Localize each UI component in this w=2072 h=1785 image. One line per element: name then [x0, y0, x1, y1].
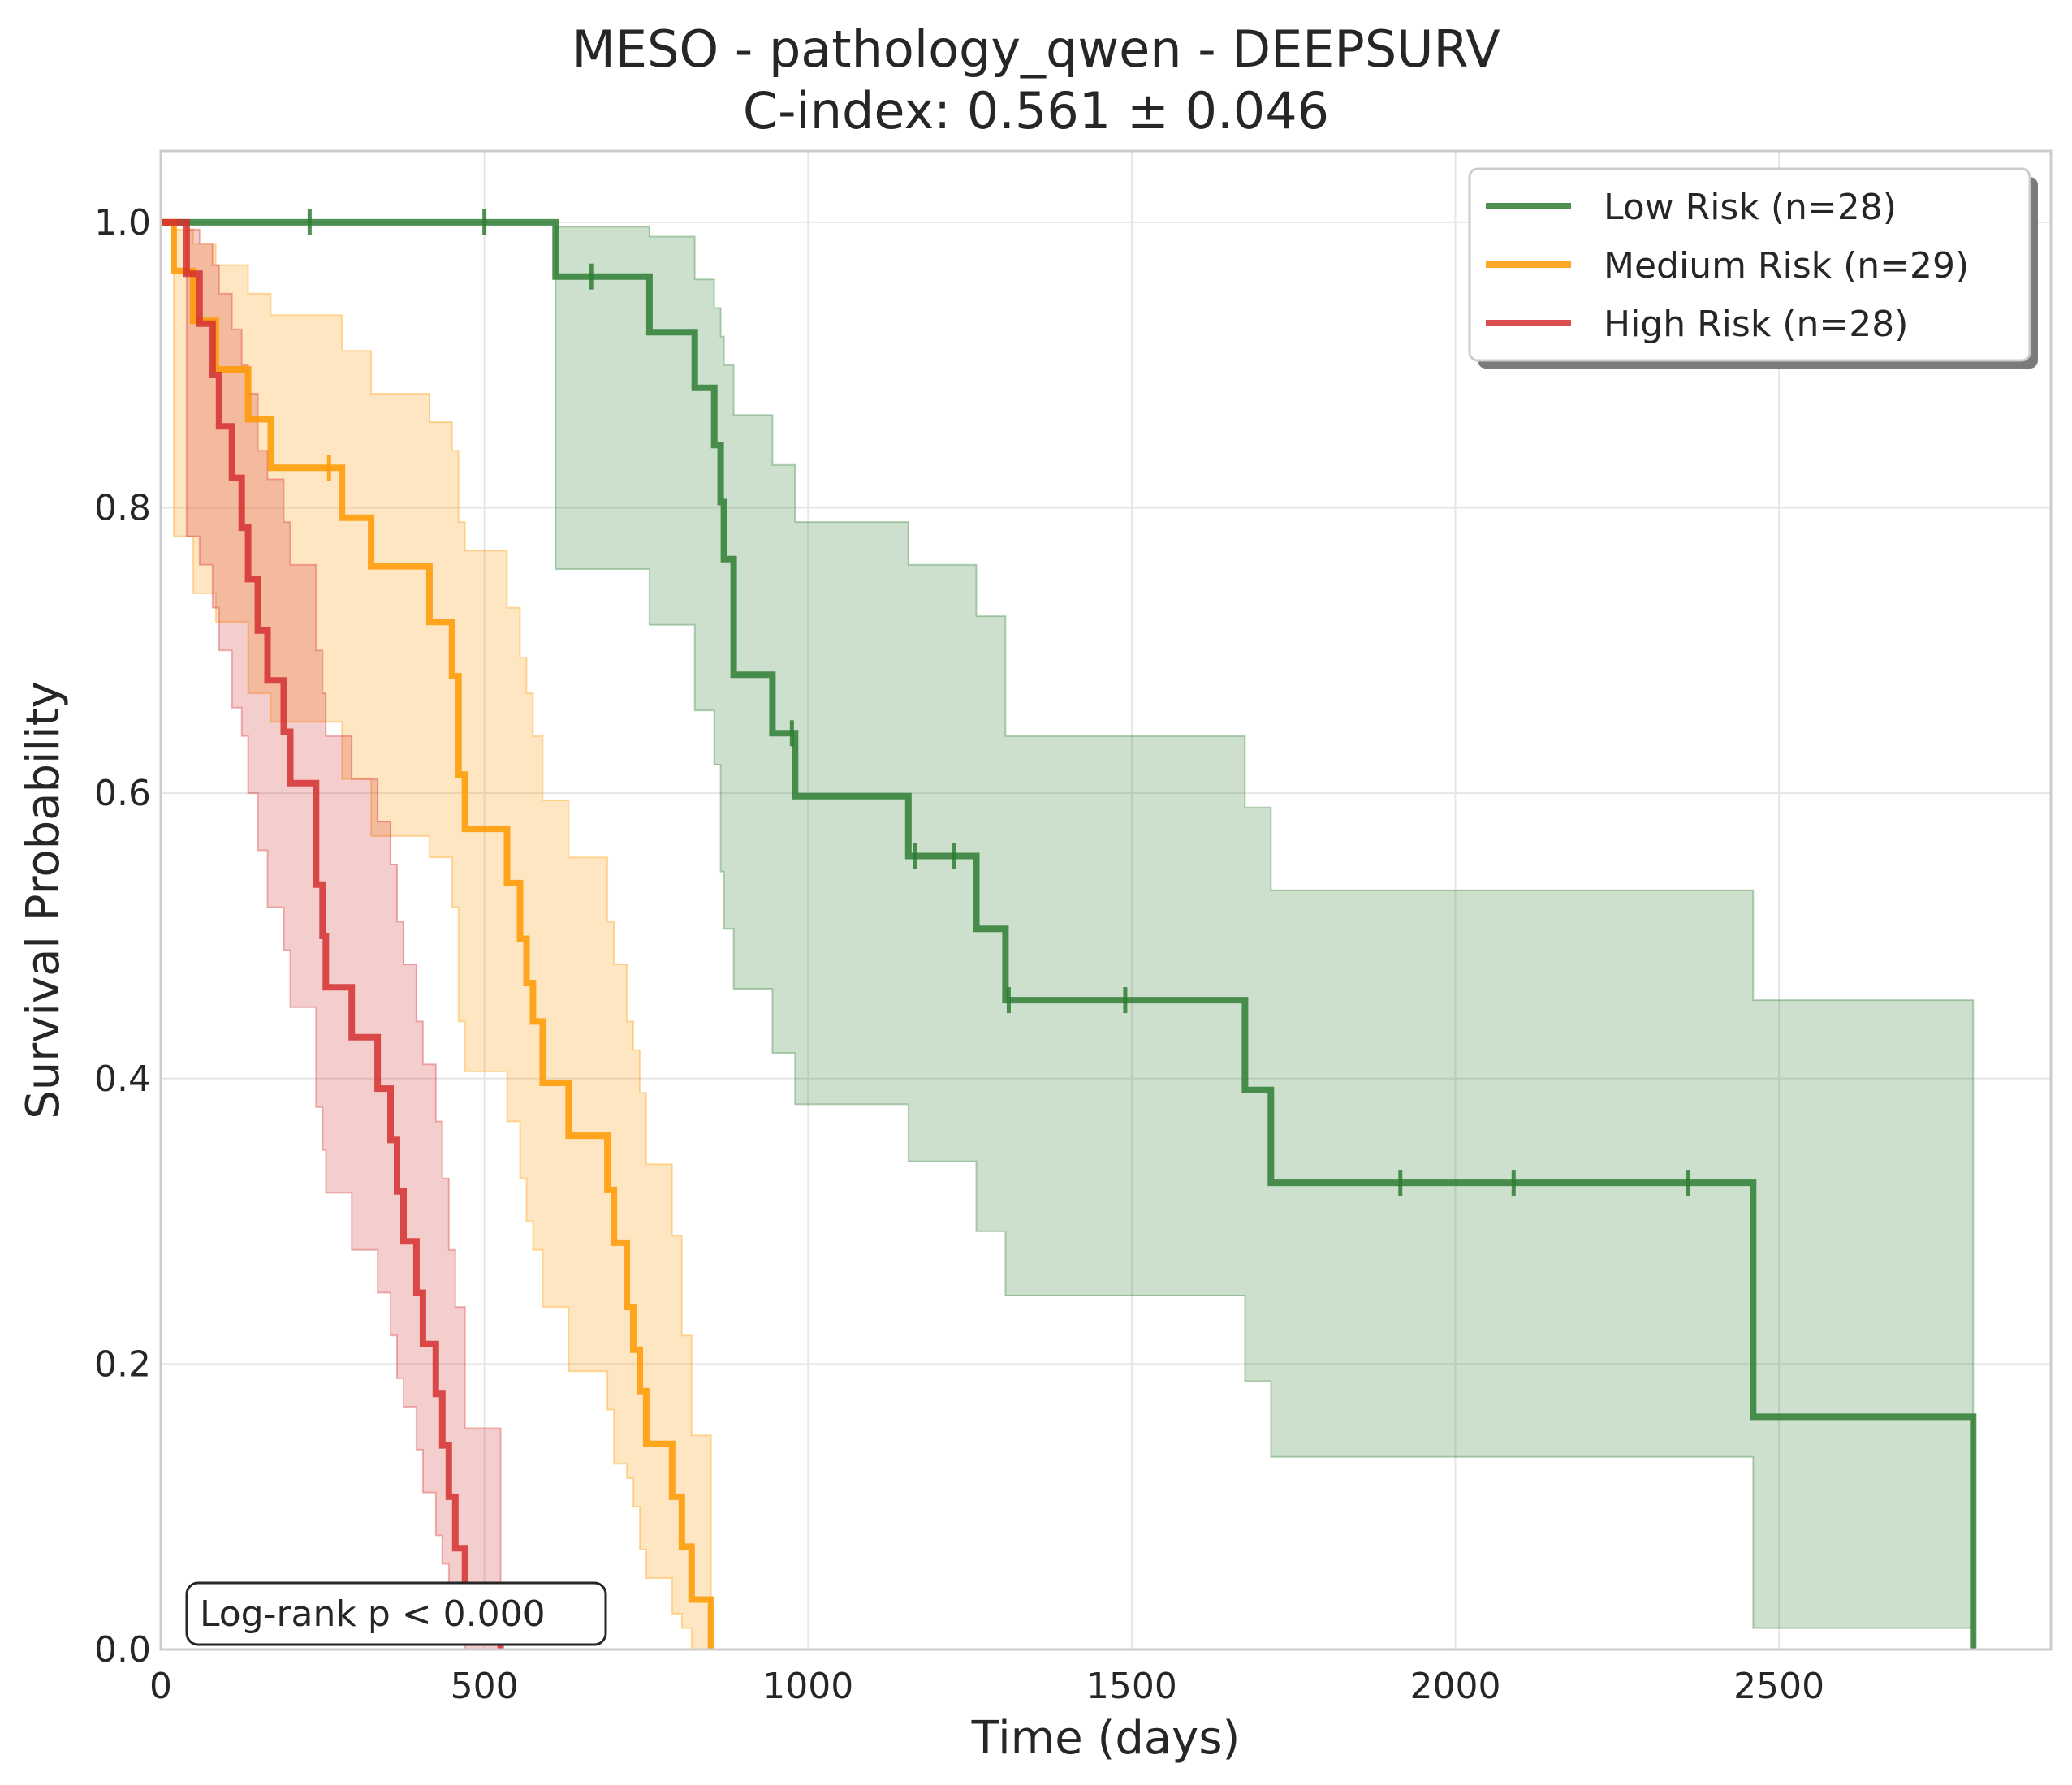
annotation-box: [185, 1581, 607, 1646]
x-tick-label: 2000: [1410, 1666, 1501, 1707]
x-tick-label: 500: [451, 1666, 519, 1707]
legend-label-low-risk: Low Risk (n=28): [1604, 187, 1897, 228]
legend-label-medium-risk: Medium Risk (n=29): [1604, 245, 1969, 287]
logrank-annotation: Log-rank p < 0.000: [185, 1581, 607, 1646]
annotation-text: Log-rank p < 0.000: [200, 1593, 546, 1635]
ci-band-medium-risk: [161, 221, 712, 1650]
x-tick-label: 1500: [1086, 1666, 1177, 1707]
x-tick-label: 1000: [762, 1666, 853, 1707]
y-tick-label: 0.6: [94, 773, 151, 814]
y-tick-label: 0.0: [94, 1629, 151, 1671]
y-tick-label: 0.2: [94, 1343, 151, 1385]
x-tick-label: 0: [149, 1666, 172, 1707]
km-curve-high-risk: [161, 218, 504, 1649]
km-curve-low-risk: [161, 218, 1977, 1649]
y-axis-label: Survival Probability: [17, 681, 70, 1119]
censor-marks: [307, 209, 1691, 1196]
ci-band-low-risk: [161, 221, 1975, 1649]
x-axis-ticks: 0 500 1000 1500 2000 2500: [149, 1666, 1824, 1707]
km-curve-medium-risk: [161, 218, 714, 1649]
y-tick-label: 1.0: [94, 202, 151, 244]
legend-label-high-risk: High Risk (n=28): [1604, 304, 1908, 345]
grid: [160, 151, 2051, 1650]
x-axis-label: Time (days): [971, 1712, 1241, 1765]
chart-title-line2: C-index: 0.561 ± 0.046: [743, 81, 1329, 140]
plot-frame: [159, 149, 2053, 1651]
chart-title-line1: MESO - pathology_qwen - DEEPSURV: [572, 19, 1500, 79]
survival-curves: [161, 218, 1977, 1649]
x-tick-label: 2500: [1733, 1666, 1824, 1707]
legend: Low Risk (n=28) Medium Risk (n=29) High …: [1468, 167, 2038, 369]
y-tick-label: 0.4: [94, 1058, 151, 1100]
y-tick-label: 0.8: [94, 488, 151, 529]
y-axis-ticks: 0.0 0.2 0.4 0.6 0.8 1.0: [94, 202, 151, 1671]
legend-box: [1468, 167, 2031, 362]
